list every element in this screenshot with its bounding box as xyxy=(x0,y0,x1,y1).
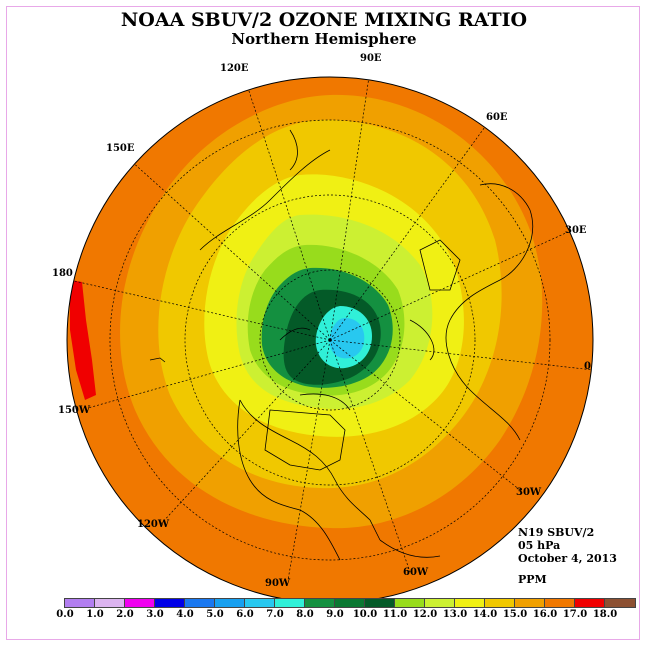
colorbar-segment xyxy=(245,599,275,607)
colorbar-tick-label: 9.0 xyxy=(326,609,344,620)
lon-label-180: 180 xyxy=(52,268,73,279)
lon-label-150w: 150W xyxy=(58,405,91,416)
colorbar-tick-label: 0.0 xyxy=(56,609,74,620)
lon-label-90e: 90E xyxy=(360,53,382,64)
lon-label-60e: 60E xyxy=(486,112,508,123)
lon-label-30w: 30W xyxy=(516,487,542,498)
colorbar-segment xyxy=(275,599,305,607)
colorbar-tick-label: 18.0 xyxy=(592,609,618,620)
lon-label-120w: 120W xyxy=(137,519,170,530)
lon-label-30e: 30E xyxy=(565,225,587,236)
colorbar-segment xyxy=(455,599,485,607)
figure-frame xyxy=(6,6,640,640)
colorbar-segment xyxy=(365,599,395,607)
colorbar-segment xyxy=(425,599,455,607)
colorbar-tick-label: 6.0 xyxy=(236,609,254,620)
instrument-label: N19 SBUV/2 xyxy=(518,526,595,539)
colorbar-segment xyxy=(515,599,545,607)
colorbar-segment xyxy=(605,599,635,607)
map-subtitle: Northern Hemisphere xyxy=(231,30,417,48)
colorbar-tick-label: 13.0 xyxy=(442,609,468,620)
info-block: N19 SBUV/2 05 hPa October 4, 2013 xyxy=(518,526,617,565)
colorbar-tick-label: 16.0 xyxy=(532,609,558,620)
pressure-level-label: 05 hPa xyxy=(518,539,561,552)
colorbar-tick-label: 7.0 xyxy=(266,609,284,620)
lon-label-120e: 120E xyxy=(220,63,249,74)
colorbar-segment xyxy=(155,599,185,607)
colorbar-segment xyxy=(215,599,245,607)
units-label: PPM xyxy=(518,573,547,586)
lon-label-90w: 90W xyxy=(265,578,291,589)
colorbar-tick-label: 5.0 xyxy=(206,609,224,620)
ozone-contour-16-17 xyxy=(70,280,96,400)
colorbar-segment xyxy=(575,599,605,607)
colorbar-tick-label: 1.0 xyxy=(86,609,104,620)
colorbar-segment xyxy=(125,599,155,607)
lon-label-150e: 150E xyxy=(106,143,135,154)
map-title: NOAA SBUV/2 OZONE MIXING RATIO xyxy=(120,9,528,31)
colorbar-segment xyxy=(65,599,95,607)
colorbar-segment xyxy=(395,599,425,607)
colorbar-tick-label: 12.0 xyxy=(412,609,438,620)
colorbar-tick-label: 2.0 xyxy=(116,609,134,620)
colorbar xyxy=(64,598,636,608)
colorbar-segment xyxy=(335,599,365,607)
colorbar-tick-label: 3.0 xyxy=(146,609,164,620)
colorbar-tick-label: 14.0 xyxy=(472,609,498,620)
date-label: October 4, 2013 xyxy=(518,552,617,565)
colorbar-tick-label: 15.0 xyxy=(502,609,528,620)
graticule xyxy=(69,77,593,581)
colorbar-segment xyxy=(185,599,215,607)
colorbar-segment xyxy=(545,599,575,607)
colorbar-segment xyxy=(305,599,335,607)
colorbar-segment xyxy=(95,599,125,607)
colorbar-tick-label: 11.0 xyxy=(382,609,408,620)
colorbar-tick-label: 4.0 xyxy=(176,609,194,620)
colorbar-tick-label: 17.0 xyxy=(562,609,588,620)
lon-label-0: 0 xyxy=(584,361,591,372)
colorbar-segment xyxy=(485,599,515,607)
colorbar-tick-label: 8.0 xyxy=(296,609,314,620)
lon-label-60w: 60W xyxy=(403,567,429,578)
colorbar-tick-label: 10.0 xyxy=(352,609,378,620)
coastlines xyxy=(149,129,534,561)
